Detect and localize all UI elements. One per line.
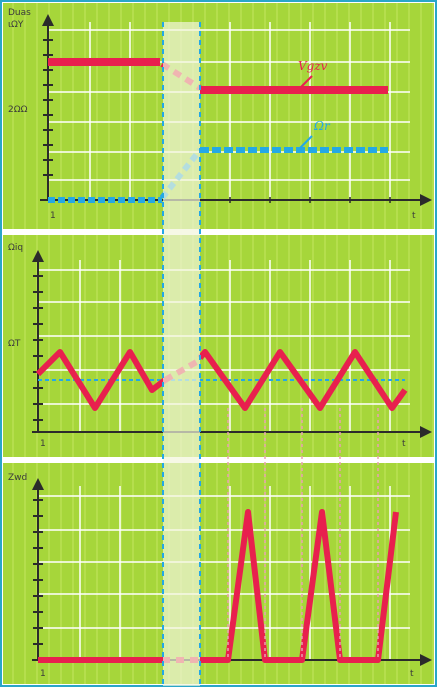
panel-middle-x-origin-label: 1 (40, 439, 46, 449)
panel-top-y-label-line2: ιΩΥ (8, 20, 24, 30)
transition-band (163, 22, 200, 686)
panel-bottom-y-ticks (33, 499, 43, 645)
panel-bottom: Ζwd 1 t (3, 463, 434, 684)
panel-top-background (3, 3, 434, 229)
panel-top: Duas ιΩΥ 2ΩΩ 1 t Vgzv Ωr (3, 3, 434, 229)
panel-separator-1 (3, 229, 434, 235)
crossing-guides (227, 408, 379, 660)
panel-top-blue-trace-label: Ωr (313, 119, 331, 133)
panel-bottom-grid (38, 486, 410, 660)
panel-top-y-arrow-icon (42, 14, 54, 26)
panel-top-blue-label-pointer (297, 135, 313, 151)
panel-bottom-x-end-label: t (410, 669, 414, 679)
panel-middle-red-wave-left (35, 349, 167, 411)
panel-top-grid (48, 22, 410, 200)
panel-top-mid-tick-label: 2ΩΩ (8, 105, 28, 115)
panel-top-x-arrow-icon (420, 194, 432, 206)
panel-bottom-x-origin-label: 1 (40, 669, 46, 679)
panel-middle-y-arrow-icon (32, 250, 44, 262)
panel-bottom-background (3, 463, 434, 684)
panel-bottom-red-pulses (200, 509, 399, 663)
panel-top-y-label-line1: Duas (8, 8, 31, 18)
panel-middle-background (3, 235, 434, 457)
panel-top-x-end-label: t (412, 211, 416, 221)
panel-top-y-ticks (43, 39, 53, 176)
panel-middle: Ωiq ΩΤ 1 t (3, 235, 434, 457)
panel-bottom-y-arrow-icon (32, 478, 44, 490)
panel-top-red-label-pointer (295, 75, 313, 93)
panel-middle-mid-tick-label: ΩΤ (8, 339, 21, 349)
panel-middle-x-arrow-icon (420, 426, 432, 438)
panel-top-red-trace-label: Vgzv (298, 59, 328, 73)
panel-bottom-x-arrow-icon (420, 654, 432, 666)
panel-middle-x-end-label: t (402, 439, 406, 449)
panel-middle-red-wave-right (197, 349, 408, 411)
panel-top-x-origin-label: 1 (50, 211, 56, 221)
panel-middle-y-label: Ωiq (8, 243, 23, 253)
panel-separator-2 (3, 457, 434, 463)
panel-bottom-y-label: Ζwd (8, 473, 27, 483)
